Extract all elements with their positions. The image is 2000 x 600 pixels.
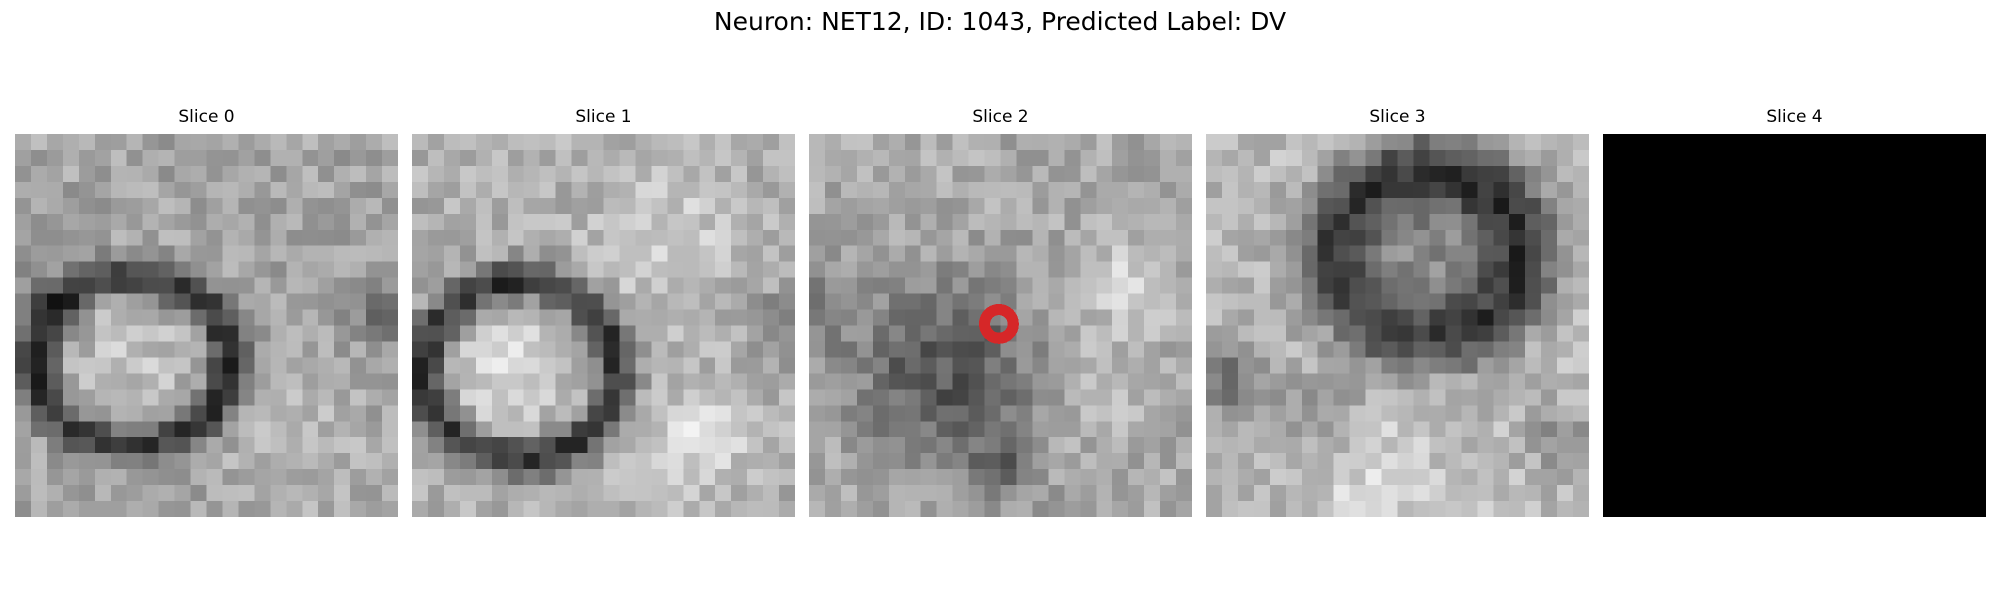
- slice-image: [412, 134, 795, 517]
- slice-title: Slice 4: [1766, 107, 1823, 127]
- marked-point-marker: [978, 303, 1019, 344]
- slice-title: Slice 0: [178, 107, 235, 127]
- slice-image: [809, 134, 1192, 517]
- slice-image: [1206, 134, 1589, 517]
- slice-image: [15, 134, 398, 517]
- slice-title: Slice 1: [575, 107, 632, 127]
- slice-title: Slice 2: [972, 107, 1029, 127]
- slice-title: Slice 3: [1369, 107, 1426, 127]
- figure-title: Neuron: NET12, ID: 1043, Predicted Label…: [713, 7, 1287, 36]
- slice-image: [1603, 134, 1986, 517]
